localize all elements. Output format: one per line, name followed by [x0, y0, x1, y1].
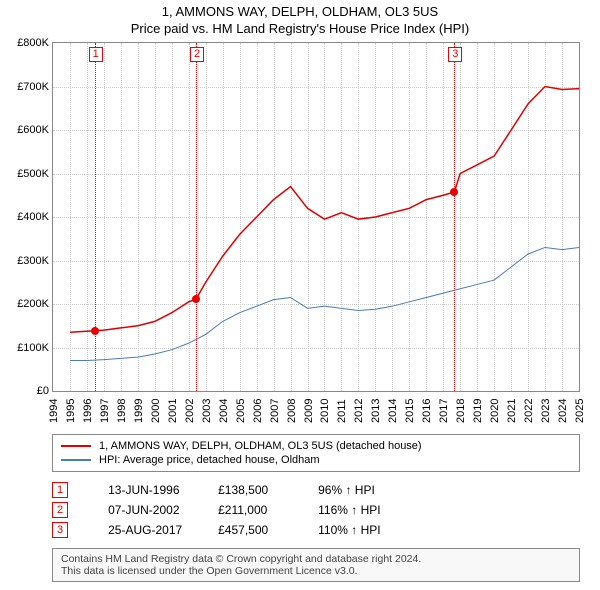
xtick-label: 2011 — [336, 399, 348, 423]
sales-table: 1 13-JUN-1996£138,50096% ↑ HPI 2 07-JUN-200… — [52, 480, 580, 540]
chart-plot-area: £0£100K£200K£300K£400K£500K£600K£700K£80… — [52, 42, 580, 392]
sale-marker-box: 2 — [190, 47, 204, 62]
sale-marker-box: 1 — [89, 47, 103, 62]
sales-pct: 116% ↑ HPI — [318, 503, 408, 517]
ytick-label: £0 — [37, 385, 53, 397]
legend-swatch-property — [61, 445, 91, 447]
sale-marker-point — [192, 295, 200, 303]
xtick-label: 2017 — [438, 399, 450, 423]
legend-row-property: 1, AMMONS WAY, DELPH, OLDHAM, OL3 5US (d… — [61, 439, 571, 453]
chart-titles: 1, AMMONS WAY, DELPH, OLDHAM, OL3 5US Pr… — [10, 4, 590, 36]
sales-marker-index: 2 — [52, 502, 68, 518]
xtick-label: 2003 — [201, 399, 213, 423]
xtick-label: 2014 — [387, 399, 399, 423]
xtick-label: 2009 — [303, 399, 315, 423]
chart-container: 1, AMMONS WAY, DELPH, OLDHAM, OL3 5US Pr… — [0, 0, 600, 586]
xtick-label: 2002 — [184, 399, 196, 423]
sales-row: 1 13-JUN-1996£138,50096% ↑ HPI — [52, 480, 580, 500]
xtick-label: 2020 — [489, 399, 501, 423]
ytick-label: £600K — [17, 124, 53, 136]
sales-date: 13-JUN-1996 — [108, 483, 218, 497]
sales-date: 07-JUN-2002 — [108, 503, 218, 517]
footer-licence: This data is licensed under the Open Gov… — [61, 565, 571, 577]
ytick-label: £700K — [17, 81, 53, 93]
sales-price: £457,500 — [218, 523, 318, 537]
legend-label-property: 1, AMMONS WAY, DELPH, OLDHAM, OL3 5US (d… — [99, 440, 422, 452]
xtick-label: 1994 — [48, 399, 60, 423]
series-property — [70, 87, 579, 333]
sales-marker-index: 1 — [52, 482, 68, 498]
xtick-label: 2024 — [557, 399, 569, 423]
xtick-label: 2004 — [218, 399, 230, 423]
xtick-label: 2019 — [472, 399, 484, 423]
legend: 1, AMMONS WAY, DELPH, OLDHAM, OL3 5US (d… — [52, 434, 580, 472]
xtick-label: 2008 — [286, 399, 298, 423]
sale-marker-point — [450, 188, 458, 196]
xtick-label: 2023 — [540, 399, 552, 423]
xtick-label: 2016 — [421, 399, 433, 423]
legend-label-hpi: HPI: Average price, detached house, Oldh… — [99, 454, 320, 466]
title-address: 1, AMMONS WAY, DELPH, OLDHAM, OL3 5US — [10, 4, 590, 19]
xtick-label: 2021 — [506, 399, 518, 423]
xtick-label: 1997 — [99, 399, 111, 423]
sales-price: £211,000 — [218, 503, 318, 517]
xtick-label: 1999 — [133, 399, 145, 423]
ytick-label: £500K — [17, 168, 53, 180]
xtick-label: 2007 — [269, 399, 281, 423]
ytick-label: £400K — [17, 211, 53, 223]
chart-svg — [53, 43, 579, 391]
xtick-label: 2001 — [167, 399, 179, 423]
sales-row: 3 25-AUG-2017£457,500110% ↑ HPI — [52, 520, 580, 540]
xtick-label: 2005 — [235, 399, 247, 423]
sales-date: 25-AUG-2017 — [108, 523, 218, 537]
title-subtitle: Price paid vs. HM Land Registry's House … — [10, 21, 590, 36]
series-hpi — [70, 247, 579, 360]
legend-row-hpi: HPI: Average price, detached house, Oldh… — [61, 453, 571, 467]
sales-price: £138,500 — [218, 483, 318, 497]
sales-row: 2 07-JUN-2002£211,000116% ↑ HPI — [52, 500, 580, 520]
xtick-label: 2012 — [353, 399, 365, 423]
xtick-label: 1996 — [82, 399, 94, 423]
ytick-label: £800K — [17, 37, 53, 49]
xtick-label: 2006 — [252, 399, 264, 423]
xtick-label: 2018 — [455, 399, 467, 423]
sales-marker-index: 3 — [52, 522, 68, 538]
xtick-label: 2025 — [574, 399, 586, 423]
xtick-label: 2015 — [404, 399, 416, 423]
xtick-label: 2000 — [150, 399, 162, 423]
legend-swatch-hpi — [61, 459, 91, 461]
ytick-label: £100K — [17, 342, 53, 354]
footer-copyright: Contains HM Land Registry data © Crown c… — [61, 553, 571, 565]
sales-pct: 110% ↑ HPI — [318, 523, 408, 537]
sale-marker-box: 3 — [448, 47, 462, 62]
xtick-label: 1995 — [65, 399, 77, 423]
footer: Contains HM Land Registry data © Crown c… — [52, 548, 580, 582]
ytick-label: £300K — [17, 255, 53, 267]
xtick-label: 2010 — [319, 399, 331, 423]
sale-marker-point — [91, 327, 99, 335]
xtick-label: 2022 — [523, 399, 535, 423]
ytick-label: £200K — [17, 298, 53, 310]
xtick-label: 2013 — [370, 399, 382, 423]
sales-pct: 96% ↑ HPI — [318, 483, 408, 497]
xtick-label: 1998 — [116, 399, 128, 423]
